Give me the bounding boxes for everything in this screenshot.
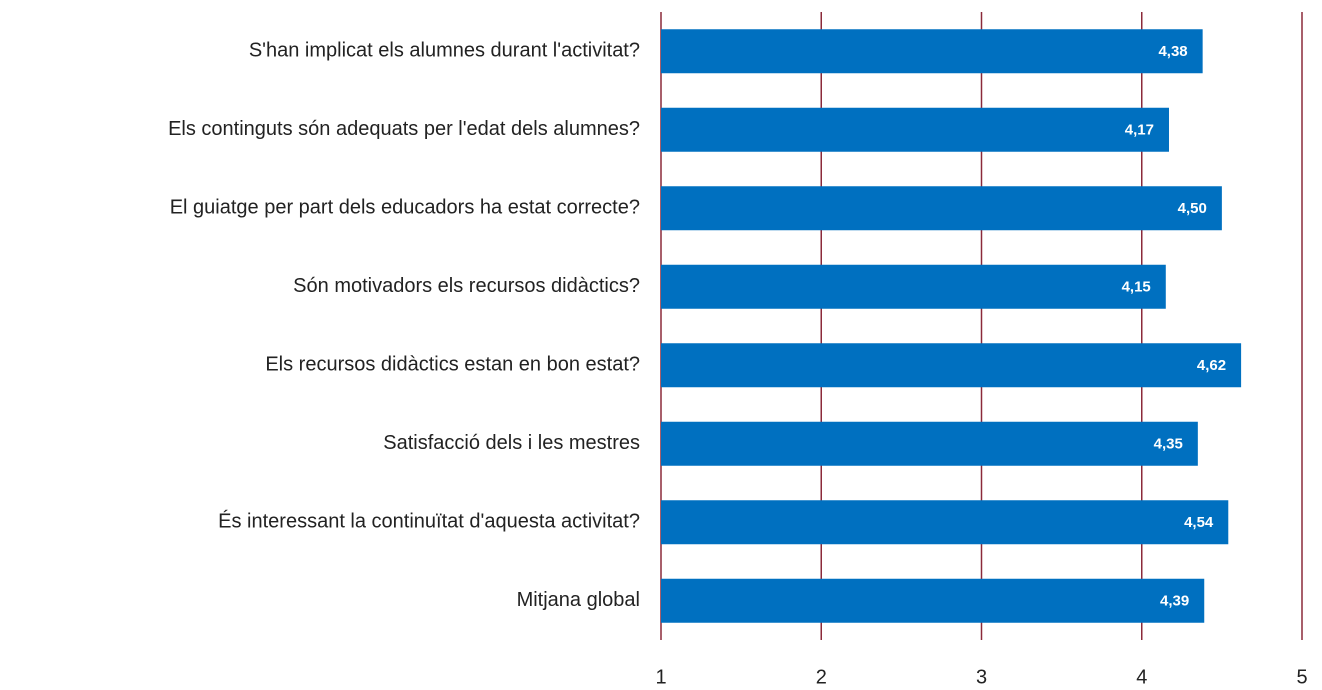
y-tick-label: El guiatge per part dels educadors ha es… <box>170 197 640 219</box>
value-label: 4,35 <box>1154 436 1183 453</box>
y-tick-label: S'han implicat els alumnes durant l'acti… <box>249 40 640 62</box>
y-tick-label: Són motivadors els recursos didàctics? <box>293 275 640 297</box>
bar <box>661 578 1205 623</box>
bar <box>661 421 1198 466</box>
value-label: 4,38 <box>1158 43 1187 60</box>
bar <box>661 29 1203 74</box>
value-label: 4,54 <box>1184 514 1214 531</box>
bar <box>661 186 1222 231</box>
value-label: 4,17 <box>1125 122 1154 139</box>
y-tick-label: Els continguts són adequats per l'edat d… <box>168 118 640 140</box>
value-label: 4,50 <box>1178 200 1207 217</box>
x-tick-label: 1 <box>655 666 666 688</box>
bar <box>661 264 1166 309</box>
y-tick-label: Satisfacció dels i les mestres <box>383 432 640 454</box>
bar <box>661 107 1169 152</box>
x-tick-label: 4 <box>1136 666 1147 688</box>
y-tick-label: És interessant la continuïtat d'aquesta … <box>218 510 640 533</box>
x-tick-label: 5 <box>1296 666 1307 688</box>
x-tick-label: 3 <box>976 666 987 688</box>
bar <box>661 500 1229 545</box>
value-label: 4,62 <box>1197 357 1226 374</box>
y-tick-label: Mitjana global <box>517 589 640 611</box>
x-tick-label: 2 <box>816 666 827 688</box>
value-label: 4,39 <box>1160 593 1189 610</box>
bar <box>661 343 1242 388</box>
value-label: 4,15 <box>1122 279 1151 296</box>
y-tick-label: Els recursos didàctics estan en bon esta… <box>265 354 640 376</box>
